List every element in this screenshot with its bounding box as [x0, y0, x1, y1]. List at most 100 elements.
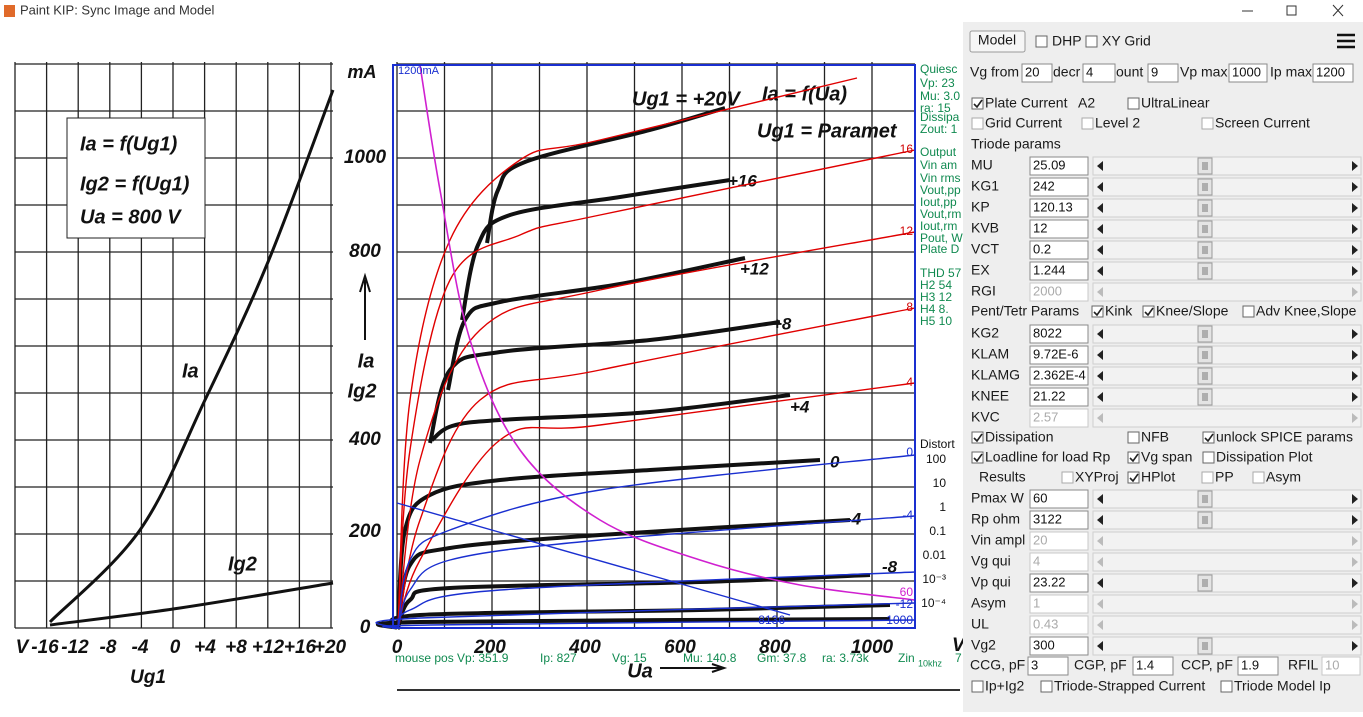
- checkbox[interactable]: [1085, 35, 1098, 48]
- slider-arrow-left[interactable]: [1097, 182, 1103, 192]
- checkbox[interactable]: [1201, 117, 1214, 130]
- slider-arrow-right[interactable]: [1352, 203, 1358, 213]
- slider-arrow-left[interactable]: [1097, 245, 1103, 255]
- text-field[interactable]: [1029, 489, 1089, 509]
- checkbox[interactable]: [1220, 680, 1233, 693]
- slider-arrow-left[interactable]: [1097, 350, 1103, 360]
- slider-track[interactable]: [1092, 324, 1362, 344]
- text-field[interactable]: [1029, 594, 1089, 614]
- checkbox[interactable]: [1061, 471, 1074, 484]
- text-field[interactable]: [1029, 198, 1089, 218]
- slider-track[interactable]: [1092, 345, 1362, 365]
- checkbox[interactable]: [971, 451, 984, 464]
- text-field[interactable]: [1029, 156, 1089, 176]
- slider-arrow-left[interactable]: [1097, 161, 1103, 171]
- panel-label: Results: [979, 469, 1026, 485]
- text-field[interactable]: [1029, 366, 1089, 386]
- slider-arrow-right[interactable]: [1352, 266, 1358, 276]
- text-field[interactable]: [1228, 63, 1268, 83]
- slider-arrow-right[interactable]: [1352, 350, 1358, 360]
- text-field[interactable]: [1029, 387, 1089, 407]
- slider-arrow-right[interactable]: [1352, 578, 1358, 588]
- checkbox[interactable]: [1127, 471, 1140, 484]
- checkbox[interactable]: [971, 431, 984, 444]
- slider-arrow-left[interactable]: [1097, 224, 1103, 234]
- checkbox[interactable]: [971, 97, 984, 110]
- slider-arrow-left[interactable]: [1097, 515, 1103, 525]
- slider-track[interactable]: [1092, 156, 1362, 176]
- text-field[interactable]: [1029, 615, 1089, 635]
- slider-arrow-right[interactable]: [1352, 392, 1358, 402]
- text-field[interactable]: [1029, 531, 1089, 551]
- checkbox[interactable]: [1040, 680, 1053, 693]
- tab-button[interactable]: [969, 30, 1026, 53]
- slider-track[interactable]: [1092, 219, 1362, 239]
- slider-arrow-left[interactable]: [1097, 266, 1103, 276]
- result-text: Vout,rm: [920, 207, 961, 221]
- text-field[interactable]: [1029, 177, 1089, 197]
- text-field[interactable]: [1029, 240, 1089, 260]
- checkbox[interactable]: [971, 680, 984, 693]
- slider-track[interactable]: [1092, 177, 1362, 197]
- text-field[interactable]: [1029, 345, 1089, 365]
- text-field[interactable]: [1029, 261, 1089, 281]
- restore-button[interactable]: [1286, 5, 1297, 16]
- text-field[interactable]: [1029, 282, 1089, 302]
- slider-arrow-right[interactable]: [1352, 161, 1358, 171]
- slider-arrow-right[interactable]: [1352, 245, 1358, 255]
- text-field[interactable]: [1082, 63, 1116, 83]
- text-field[interactable]: [1029, 324, 1089, 344]
- text-field[interactable]: [1147, 63, 1179, 83]
- slider-arrow-right[interactable]: [1352, 515, 1358, 525]
- text-field[interactable]: [1132, 656, 1174, 676]
- close-button[interactable]: [1332, 4, 1344, 17]
- slider-arrow-right[interactable]: [1352, 494, 1358, 504]
- text-field[interactable]: [1029, 510, 1089, 530]
- text-field[interactable]: [1312, 63, 1354, 83]
- slider-arrow-left[interactable]: [1097, 371, 1103, 381]
- slider-arrow-left[interactable]: [1097, 494, 1103, 504]
- slider-arrow-right[interactable]: [1352, 371, 1358, 381]
- checkbox[interactable]: [1127, 97, 1140, 110]
- text-field[interactable]: [1237, 656, 1279, 676]
- text-field[interactable]: [1029, 408, 1089, 428]
- text-field[interactable]: [1029, 552, 1089, 572]
- text-field[interactable]: [1029, 573, 1089, 593]
- slider-track[interactable]: [1092, 240, 1362, 260]
- text-field[interactable]: [1021, 63, 1053, 83]
- slider-arrow-right[interactable]: [1352, 182, 1358, 192]
- checkbox[interactable]: [1202, 431, 1215, 444]
- text-field[interactable]: [1027, 656, 1069, 676]
- checkbox[interactable]: [1081, 117, 1094, 130]
- slider-arrow-left[interactable]: [1097, 392, 1103, 402]
- slider-track[interactable]: [1092, 366, 1362, 386]
- text-field[interactable]: [1029, 636, 1089, 656]
- text-field[interactable]: [1029, 219, 1089, 239]
- checkbox[interactable]: [1035, 35, 1048, 48]
- checkbox[interactable]: [1201, 471, 1214, 484]
- slider-arrow-right[interactable]: [1352, 224, 1358, 234]
- checkbox[interactable]: [1202, 451, 1215, 464]
- checkbox[interactable]: [1142, 305, 1155, 318]
- slider-track[interactable]: [1092, 387, 1362, 407]
- slider-arrow-left[interactable]: [1097, 329, 1103, 339]
- slider-arrow-right[interactable]: [1352, 329, 1358, 339]
- checkbox[interactable]: [1127, 431, 1140, 444]
- slider-track[interactable]: [1092, 261, 1362, 281]
- checkbox[interactable]: [971, 117, 984, 130]
- slider-track[interactable]: [1092, 510, 1362, 530]
- slider-arrow-left[interactable]: [1097, 203, 1103, 213]
- slider-track[interactable]: [1092, 198, 1362, 218]
- checkbox[interactable]: [1091, 305, 1104, 318]
- checkbox[interactable]: [1252, 471, 1265, 484]
- slider-track[interactable]: [1092, 573, 1362, 593]
- slider-arrow-left[interactable]: [1097, 641, 1103, 651]
- slider-arrow-right[interactable]: [1352, 641, 1358, 651]
- text-field[interactable]: [1321, 656, 1361, 676]
- checkbox[interactable]: [1127, 451, 1140, 464]
- checkbox[interactable]: [1242, 305, 1255, 318]
- slider-track[interactable]: [1092, 636, 1362, 656]
- slider-arrow-left[interactable]: [1097, 578, 1103, 588]
- slider-track[interactable]: [1092, 489, 1362, 509]
- status-text: Mu: 140.8: [683, 651, 737, 665]
